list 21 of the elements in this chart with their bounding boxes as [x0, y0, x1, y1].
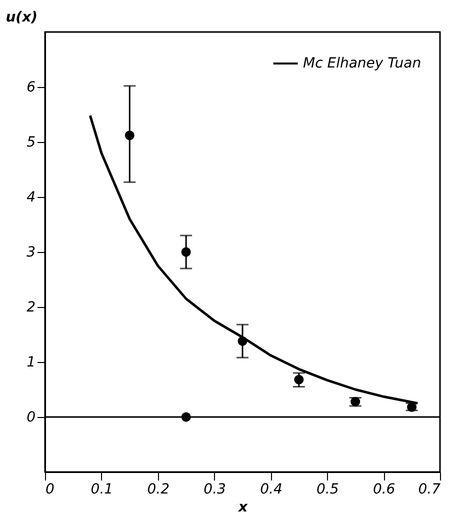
y-tick-label: 6	[26, 80, 36, 96]
x-tick-label: 0.6	[372, 482, 396, 498]
point	[124, 130, 134, 140]
point	[294, 374, 304, 384]
y-tick-label: 5	[26, 134, 36, 150]
x-tick-label: 0.2	[147, 482, 170, 498]
x-tick-label: 0.4	[260, 482, 282, 498]
point	[181, 247, 191, 257]
x-tick-label: 0.1	[90, 482, 114, 498]
y-tick-label: 3	[26, 244, 36, 260]
y-axis-title: u(x)	[6, 10, 38, 26]
x-tick-label: 0.3	[204, 482, 226, 498]
y-tick-label: 4	[26, 190, 36, 206]
x-tick-label: 0.5	[316, 482, 339, 498]
x-tick-label: 0.7	[418, 482, 441, 498]
y-tick-label: 2	[26, 300, 36, 316]
y-tick-label: 0	[26, 410, 36, 426]
y-tick-label: 1	[26, 354, 36, 370]
legend-label: Mc Elhaney Tuan	[303, 56, 422, 72]
x-tick-label: 0	[46, 482, 54, 498]
x-axis-title: x	[237, 500, 248, 513]
